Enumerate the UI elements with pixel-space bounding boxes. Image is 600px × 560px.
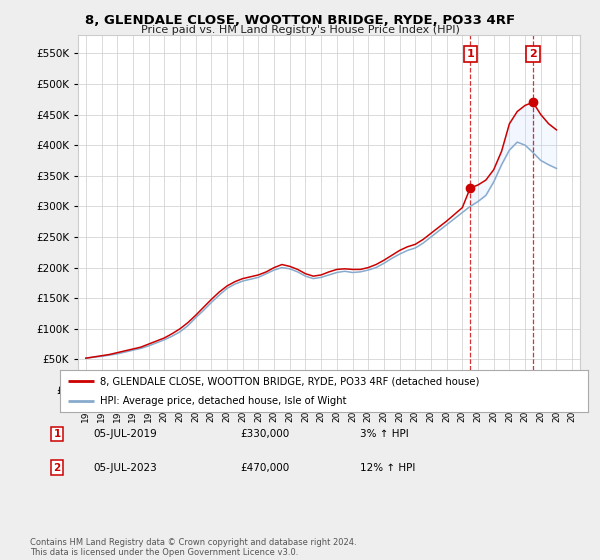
Text: £470,000: £470,000 [240, 463, 289, 473]
Text: 8, GLENDALE CLOSE, WOOTTON BRIDGE, RYDE, PO33 4RF (detached house): 8, GLENDALE CLOSE, WOOTTON BRIDGE, RYDE,… [100, 376, 479, 386]
Text: 05-JUL-2023: 05-JUL-2023 [93, 463, 157, 473]
Text: 2: 2 [529, 49, 537, 59]
Text: 2: 2 [53, 463, 61, 473]
Text: HPI: Average price, detached house, Isle of Wight: HPI: Average price, detached house, Isle… [100, 396, 346, 406]
Text: Price paid vs. HM Land Registry's House Price Index (HPI): Price paid vs. HM Land Registry's House … [140, 25, 460, 35]
Text: 1: 1 [466, 49, 474, 59]
Text: 12% ↑ HPI: 12% ↑ HPI [360, 463, 415, 473]
Text: Contains HM Land Registry data © Crown copyright and database right 2024.
This d: Contains HM Land Registry data © Crown c… [30, 538, 356, 557]
Text: 1: 1 [53, 429, 61, 439]
Text: £330,000: £330,000 [240, 429, 289, 439]
Text: 3% ↑ HPI: 3% ↑ HPI [360, 429, 409, 439]
Text: 05-JUL-2019: 05-JUL-2019 [93, 429, 157, 439]
Text: 8, GLENDALE CLOSE, WOOTTON BRIDGE, RYDE, PO33 4RF: 8, GLENDALE CLOSE, WOOTTON BRIDGE, RYDE,… [85, 14, 515, 27]
